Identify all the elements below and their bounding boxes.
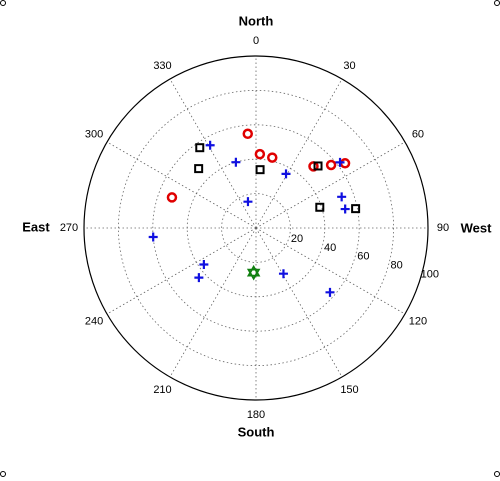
square-marker xyxy=(194,164,204,174)
circle-marker xyxy=(267,152,278,163)
square-marker xyxy=(255,165,265,175)
plus-marker xyxy=(335,157,345,167)
grid-spoke xyxy=(255,227,406,315)
theta-tick-label: 330 xyxy=(153,60,171,72)
grid-spoke xyxy=(106,227,257,315)
theta-tick-label: 90 xyxy=(437,222,449,234)
plus-marker xyxy=(194,273,204,283)
east-label: East xyxy=(22,219,50,234)
plus-marker xyxy=(337,192,347,202)
plus-marker xyxy=(340,204,350,214)
plus-marker xyxy=(281,169,291,179)
theta-tick-label: 60 xyxy=(412,128,424,140)
grid-spoke xyxy=(255,227,343,378)
square-marker xyxy=(315,202,325,212)
theta-tick-label: 0 xyxy=(253,35,259,47)
south-label: South xyxy=(238,424,275,439)
grid-spoke xyxy=(106,141,257,229)
north-label: North xyxy=(239,13,274,28)
plus-marker xyxy=(205,140,215,150)
square-marker xyxy=(313,161,323,171)
grid-spoke xyxy=(255,78,343,229)
plus-marker xyxy=(199,260,209,270)
plus-marker xyxy=(278,269,288,279)
theta-tick-label: 240 xyxy=(85,315,103,327)
plus-marker xyxy=(148,232,158,242)
square-marker xyxy=(195,143,205,153)
circle-marker xyxy=(325,159,337,171)
square-marker xyxy=(351,204,361,214)
r-tick-label: 40 xyxy=(324,242,336,254)
grid-spoke xyxy=(169,227,257,378)
r-tick-label: 60 xyxy=(357,251,369,263)
plus-marker xyxy=(231,157,241,167)
west-label: West xyxy=(461,220,492,235)
circle-marker xyxy=(242,128,254,140)
plus-marker xyxy=(325,287,335,297)
theta-tick-label: 180 xyxy=(247,409,265,421)
theta-tick-label: 150 xyxy=(340,384,358,396)
grid-circle xyxy=(152,124,360,332)
plus-marker xyxy=(243,197,253,207)
star-marker xyxy=(246,264,261,281)
circle-marker xyxy=(166,192,178,203)
grid-spoke xyxy=(169,78,257,229)
grid-circle xyxy=(117,89,395,367)
circle-marker xyxy=(254,148,266,160)
grid-circle xyxy=(221,193,291,263)
circle-marker xyxy=(308,161,319,172)
theta-tick-label: 300 xyxy=(85,128,103,140)
outer-circle xyxy=(83,55,429,401)
r-tick-label: 100 xyxy=(421,268,439,280)
theta-tick-label: 270 xyxy=(60,222,78,234)
r-tick-label: 20 xyxy=(291,233,303,245)
grid-spoke xyxy=(255,141,406,229)
theta-tick-label: 210 xyxy=(153,384,171,396)
theta-tick-label: 120 xyxy=(409,315,427,327)
theta-tick-label: 30 xyxy=(343,60,355,72)
r-tick-label: 80 xyxy=(391,260,403,272)
